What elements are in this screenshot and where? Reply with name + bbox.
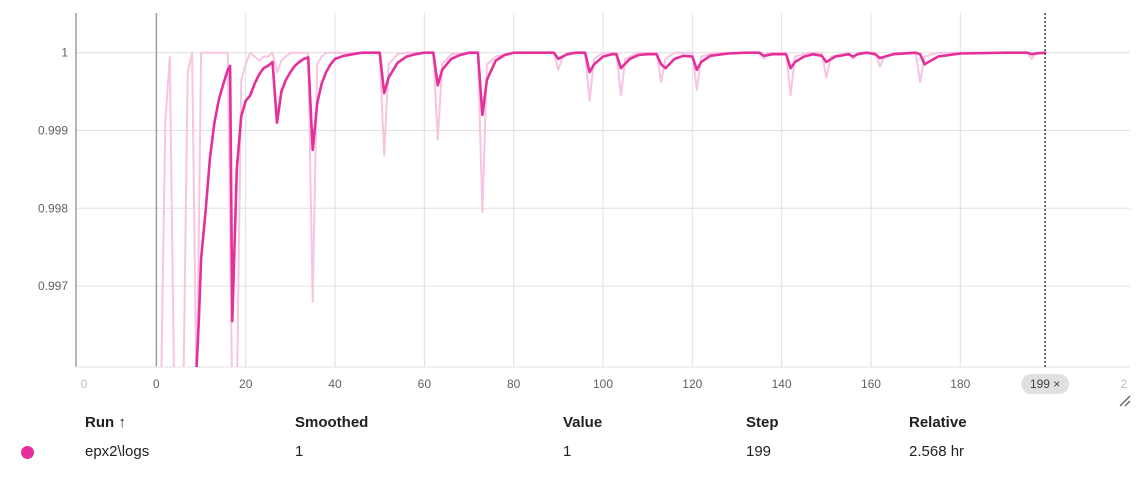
header-smoothed: Smoothed — [295, 414, 369, 431]
x-tick-label-faded: 0 — [81, 377, 88, 391]
line-chart[interactable]: 199 × 0.997 0.998 0.999 1 0 20 40 60 80 100 120 140… — [0, 0, 1142, 400]
cursor-label[interactable]: 199 × — [1030, 377, 1060, 391]
x-tick-label: 100 — [593, 377, 613, 391]
cell-value: 1 — [563, 443, 572, 460]
cursor-chip[interactable] — [1021, 374, 1070, 394]
cell-step: 199 — [746, 443, 772, 460]
header-value: Value — [563, 414, 603, 431]
cell-run: epx2\logs — [85, 443, 150, 460]
step-cursor[interactable]: 199 × — [1021, 13, 1070, 394]
x-tick-label: 20 — [239, 377, 253, 391]
y-tick-label: 0.997 — [38, 279, 68, 293]
x-tick-label: 80 — [507, 377, 521, 391]
header-step: Step — [746, 414, 779, 431]
y-tick-label: 0.998 — [38, 201, 68, 215]
y-tick-label: 1 — [61, 46, 68, 60]
axes — [75, 13, 1130, 368]
x-tick-label: 160 — [861, 377, 881, 391]
x-tick-label-faded: 2 — [1121, 377, 1128, 391]
x-tick-label: 180 — [950, 377, 970, 391]
x-tick-label: 140 — [772, 377, 792, 391]
grid — [76, 13, 1130, 367]
header-run[interactable]: Run ↑ — [85, 414, 126, 431]
cell-smoothed: 1 — [295, 443, 304, 460]
cell-relative: 2.568 hr — [909, 443, 965, 460]
x-tick-label: 120 — [682, 377, 702, 391]
series — [160, 51, 1047, 367]
x-tick-label: 40 — [328, 377, 342, 391]
x-tick-label: 60 — [418, 377, 432, 391]
resize-corner-icon[interactable] — [1117, 393, 1131, 407]
run-color-dot — [21, 446, 34, 459]
smoothed-series-line — [195, 51, 1047, 367]
raw-series-line — [160, 51, 1047, 367]
y-tick-label: 0.999 — [38, 123, 68, 137]
header-relative: Relative — [909, 414, 967, 431]
x-tick-label: 0 — [153, 377, 160, 391]
